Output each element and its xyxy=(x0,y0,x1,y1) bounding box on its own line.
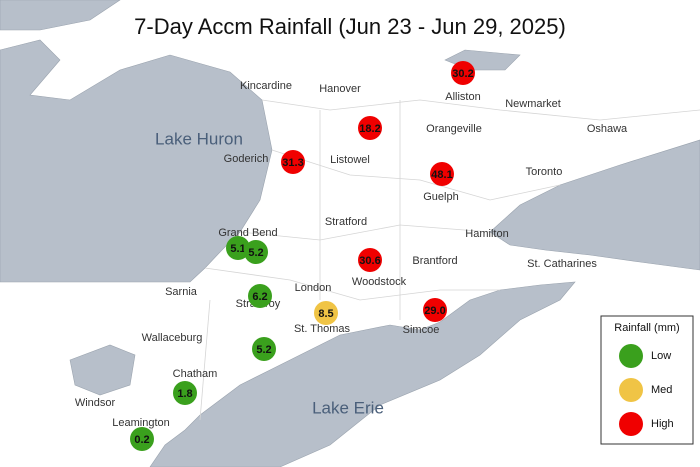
station-value: 0.2 xyxy=(134,434,149,446)
station-value: 5.1 xyxy=(230,243,245,255)
station-marker xyxy=(248,284,272,308)
place-label: London xyxy=(295,282,332,294)
place-label: Orangeville xyxy=(426,123,482,135)
water-label: Lake Erie xyxy=(312,398,384,417)
boundary xyxy=(199,100,401,421)
station-value: 30.6 xyxy=(359,255,380,267)
place-label: Toronto xyxy=(526,166,563,178)
station-marker xyxy=(423,298,447,322)
legend-label: High xyxy=(651,418,674,430)
place-label: Brantford xyxy=(412,255,457,267)
place-label: Goderich xyxy=(224,153,269,165)
station-marker xyxy=(430,162,454,186)
station-value: 18.2 xyxy=(359,123,380,135)
station-value: 29.0 xyxy=(424,305,445,317)
boundaries xyxy=(199,99,700,421)
station-value: 48.1 xyxy=(431,169,452,181)
station-marker xyxy=(252,337,276,361)
place-label: Wallaceburg xyxy=(142,332,203,344)
station-marker xyxy=(314,301,338,325)
station-value: 8.5 xyxy=(318,308,333,320)
place-label: Kincardine xyxy=(240,80,292,92)
legend-title: Rainfall (mm) xyxy=(614,322,679,334)
georgian-bay-shape xyxy=(0,0,121,31)
place-label: Grand Bend xyxy=(218,227,277,239)
place-label: St. Catharines xyxy=(527,258,597,270)
station-marker xyxy=(358,116,382,140)
place-label: Listowel xyxy=(330,154,370,166)
place-label: Guelph xyxy=(423,191,458,203)
boundary xyxy=(204,267,500,301)
legend-swatch xyxy=(619,378,643,402)
place-label: Stratford xyxy=(325,216,367,228)
legend-swatch xyxy=(619,412,643,436)
station-value: 5.2 xyxy=(256,344,271,356)
lake-ontario-shape xyxy=(489,139,700,271)
station-marker xyxy=(451,61,475,85)
station-marker xyxy=(281,150,305,174)
place-label: St. Thomas xyxy=(294,323,351,335)
place-label: Newmarket xyxy=(505,98,561,110)
station-value: 31.3 xyxy=(282,157,303,169)
station-marker xyxy=(173,381,197,405)
station-marker xyxy=(130,427,154,451)
place-label: Simcoe xyxy=(403,324,440,336)
place-label: Sarnia xyxy=(165,286,198,298)
place-label: Hamilton xyxy=(465,228,508,240)
station-value: 1.8 xyxy=(177,388,192,400)
place-label: Oshawa xyxy=(587,123,628,135)
station-value: 30.2 xyxy=(452,68,473,80)
boundary xyxy=(261,99,700,121)
place-label: Chatham xyxy=(173,368,218,380)
station-marker xyxy=(244,240,268,264)
place-label: Woodstock xyxy=(352,276,407,288)
legend-box xyxy=(600,315,694,445)
boundary xyxy=(239,224,491,241)
boundary xyxy=(271,149,561,201)
legend-label: Low xyxy=(651,350,671,362)
station-marker xyxy=(226,236,250,260)
lake-erie-shape xyxy=(149,281,576,467)
station-value: 5.2 xyxy=(248,247,263,259)
place-label: Windsor xyxy=(75,397,116,409)
station-value: 6.2 xyxy=(252,291,267,303)
water-label: Lake Huron xyxy=(155,129,243,148)
lake-st-clair-shape xyxy=(69,344,136,396)
legend: Rainfall (mm) xyxy=(600,315,694,445)
station-marker xyxy=(358,248,382,272)
map-title: 7-Day Accm Rainfall (Jun 23 - Jun 29, 20… xyxy=(134,14,566,39)
legend-swatch xyxy=(619,344,643,368)
legend-label: Med xyxy=(651,384,672,396)
place-label: Leamington xyxy=(112,417,170,429)
place-label: Hanover xyxy=(319,83,361,95)
place-label: Alliston xyxy=(445,91,480,103)
